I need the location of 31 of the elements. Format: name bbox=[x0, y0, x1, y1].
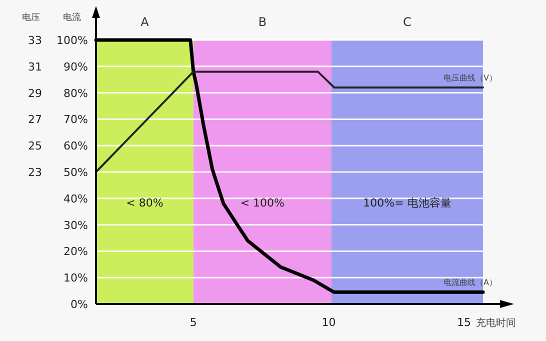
y-tick-label: 20% bbox=[64, 245, 88, 258]
annotation: < 100% bbox=[240, 196, 285, 210]
band-label: A bbox=[140, 15, 150, 29]
y-tick-label: 40% bbox=[64, 192, 88, 206]
annotation: 100%= 电池容量 bbox=[363, 196, 452, 210]
y-tick-label: 70% bbox=[64, 113, 88, 126]
y-tick-label: 100% bbox=[56, 34, 88, 47]
x-tick-label: 5 bbox=[190, 316, 197, 329]
y-axis-title: 电流 bbox=[63, 12, 81, 23]
y2-tick-label: 25 bbox=[28, 140, 42, 153]
y-tick-label: 10% bbox=[64, 272, 88, 285]
y2-tick-label: 29 bbox=[28, 86, 42, 100]
y2-tick-label: 33 bbox=[28, 34, 42, 47]
series-label: 电流曲线（A） bbox=[444, 278, 497, 288]
x-axis-title: 充电时间 bbox=[476, 317, 516, 329]
y2-tick-label: 27 bbox=[28, 113, 42, 126]
y-tick-label: 80% bbox=[64, 86, 88, 100]
series-label: 电压曲线（V） bbox=[444, 74, 497, 83]
x-tick-label: 15 bbox=[457, 316, 472, 329]
x-tick-label: 10 bbox=[322, 316, 336, 329]
y2-tick-label: 31 bbox=[28, 60, 42, 74]
y2-axis-title: 电压 bbox=[22, 12, 40, 23]
band-label: B bbox=[258, 15, 267, 29]
y2-tick-label: 23 bbox=[28, 166, 42, 179]
band-label: C bbox=[403, 15, 412, 29]
y-tick-label: 0% bbox=[70, 298, 88, 311]
y-tick-label: 30% bbox=[64, 218, 88, 232]
annotation: < 80% bbox=[126, 196, 164, 210]
y-tick-label: 50% bbox=[64, 166, 88, 179]
y-tick-label: 60% bbox=[64, 140, 88, 153]
y-tick-label: 90% bbox=[64, 60, 88, 74]
